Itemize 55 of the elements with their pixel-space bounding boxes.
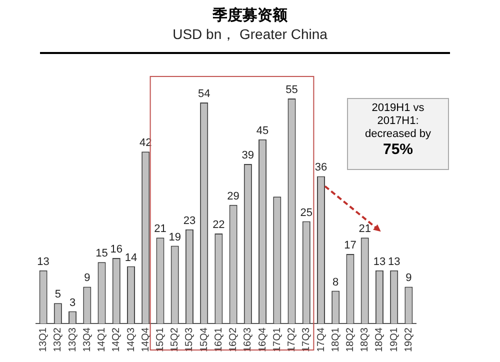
x-tick-label: 19Q2: [403, 327, 414, 352]
x-tick-label: 14Q2: [111, 327, 122, 352]
x-tick-label: 16Q4: [257, 327, 268, 352]
x-tick-label: 17Q3: [301, 327, 312, 352]
annotation: 2019H1 vs 2017H1: decreased by: [364, 102, 432, 141]
x-tick-label: 16Q3: [242, 327, 254, 352]
x-tick-label: 18Q4: [374, 327, 386, 352]
data-label: 22: [212, 219, 225, 232]
x-tick-label: 13Q3: [67, 327, 78, 352]
chart-title: 季度募资额: [212, 6, 288, 25]
x-tick-label: 14Q4: [140, 327, 152, 352]
data-label: 39: [242, 149, 254, 162]
data-label: 8: [332, 276, 339, 288]
data-label: 29: [227, 190, 240, 202]
data-label: 9: [84, 272, 90, 284]
data-label: 5: [54, 288, 61, 301]
callout-box: 2019H1 vs 2017H1: decreased by 75%: [347, 98, 449, 170]
x-tick-label: 19Q1: [388, 327, 400, 352]
x-tick-label: 15Q4: [198, 327, 210, 352]
x-tick-label: 17Q2: [286, 327, 298, 352]
x-tick-label: 17Q4: [316, 327, 327, 352]
data-label: 36: [314, 162, 328, 174]
data-label: 3: [69, 296, 76, 309]
x-tick-label: 18Q2: [344, 327, 356, 352]
x-tick-label: 13Q1: [38, 327, 50, 352]
data-label: 17: [344, 240, 356, 252]
x-tick-label: 13Q4: [82, 327, 93, 352]
data-label: 9: [406, 272, 412, 284]
data-label: 13: [37, 256, 50, 268]
data-label: 55: [286, 84, 298, 96]
annotation: 75%: [382, 141, 414, 159]
x-tick-label: 16Q2: [228, 327, 240, 352]
x-tick-label: 13Q2: [52, 327, 64, 352]
chart-subtitle: USD bn， Greater China: [172, 26, 328, 44]
data-label: 14: [124, 252, 138, 264]
data-label: 21: [154, 223, 166, 236]
data-label: 21: [358, 223, 371, 236]
x-tick-label: 18Q3: [360, 327, 371, 352]
data-label: 13: [373, 256, 386, 268]
x-tick-label: 15Q3: [184, 327, 196, 352]
data-label: 54: [198, 88, 210, 100]
x-tick-label: 14Q3: [126, 327, 137, 352]
x-tick-label: 15Q2: [170, 327, 181, 352]
data-label: 45: [256, 124, 269, 137]
data-label: 13: [388, 256, 400, 268]
data-label: 23: [183, 214, 196, 227]
x-tick-label: 17Q1: [272, 327, 283, 352]
data-label: 19: [168, 231, 181, 244]
x-tick-label: 16Q1: [213, 327, 224, 352]
x-tick-label: 14Q1: [96, 327, 108, 352]
x-tick-label: 18Q1: [330, 327, 342, 352]
data-label: 25: [300, 206, 313, 219]
data-label: 16: [110, 244, 123, 256]
x-tick-label: 15Q1: [154, 327, 166, 352]
data-label: 15: [96, 248, 108, 260]
